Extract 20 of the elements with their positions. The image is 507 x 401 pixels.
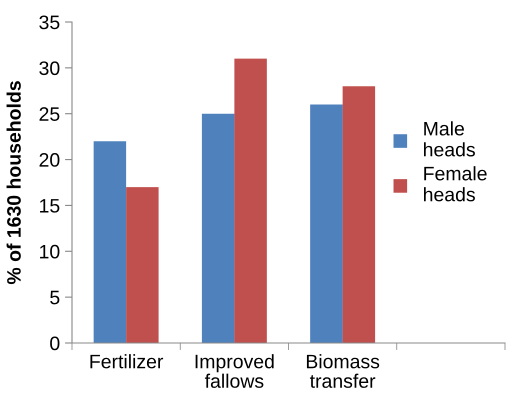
bar [202, 114, 234, 343]
x-tick-label: Fertilizer [90, 354, 164, 368]
x-tick-label: Improved fallows [196, 354, 274, 388]
bar [342, 86, 376, 343]
y-axis-title: % of 1630 households [6, 81, 21, 284]
y-tick-label: 20 [40, 153, 60, 167]
y-tick-label: 15 [40, 199, 60, 213]
y-tick-label: 5 [50, 290, 60, 304]
legend-label: Female heads [424, 166, 487, 202]
bar [126, 187, 159, 343]
x-tick-label: Biomass transfer [306, 354, 380, 388]
y-tick-label: 10 [40, 244, 60, 259]
y-tick-label: 25 [40, 107, 60, 121]
legend-label: Male heads [424, 121, 475, 156]
y-tick-label: 0 [50, 336, 60, 350]
y-tick-label: 35 [39, 15, 60, 30]
y-tick-label: 30 [39, 61, 60, 76]
bar [310, 104, 343, 343]
bar [94, 141, 126, 343]
bar [234, 58, 267, 343]
